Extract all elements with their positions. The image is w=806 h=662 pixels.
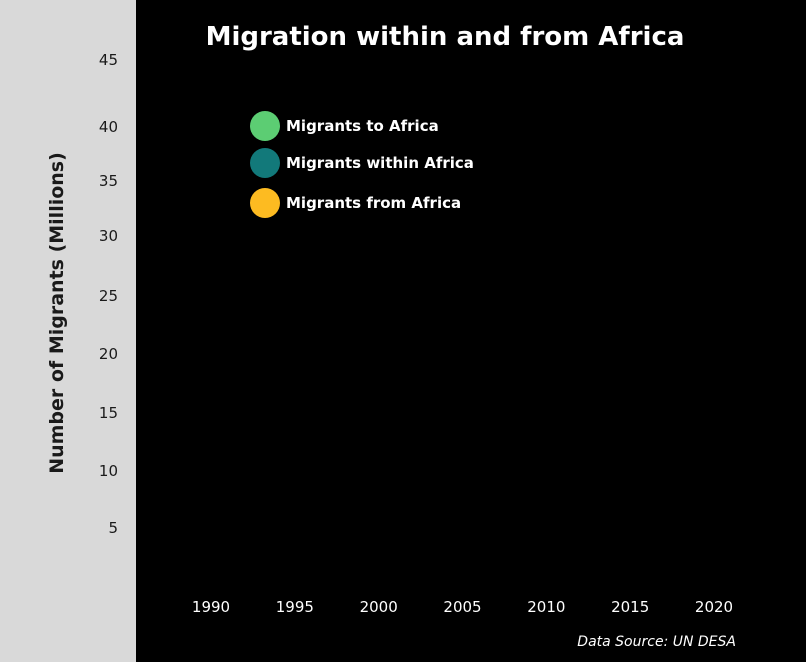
legend-swatch: [250, 188, 280, 218]
y-axis-label: Number of Migrants (Millions): [46, 152, 68, 474]
y-tick-label: 45: [98, 51, 118, 69]
y-tick-label: 10: [98, 462, 118, 480]
y-tick-label: 25: [98, 287, 118, 305]
x-tick-label: 1990: [191, 598, 231, 616]
legend-label: Migrants from Africa: [286, 194, 462, 212]
y-tick-label: 20: [98, 345, 118, 363]
plot-area: [136, 0, 806, 662]
y-tick-label: 15: [98, 404, 118, 422]
y-tick-label: 30: [98, 227, 118, 245]
legend-swatch: [250, 148, 280, 178]
y-tick-label: 40: [98, 118, 118, 136]
y-tick-label: 5: [108, 519, 118, 537]
x-tick-label: 2020: [694, 598, 734, 616]
x-tick-label: 2005: [443, 598, 482, 616]
legend-label: Migrants within Africa: [286, 154, 474, 172]
x-tick-label: 1995: [275, 598, 314, 616]
legend-label: Migrants to Africa: [286, 117, 439, 135]
chart-title: Migration within and from Africa: [205, 22, 685, 52]
axis-panel: [0, 0, 136, 662]
data-source: Data Source: UN DESA: [577, 634, 736, 650]
x-tick-label: 2015: [611, 598, 650, 616]
x-tick-label: 2010: [527, 598, 566, 616]
y-tick-label: 35: [98, 172, 118, 190]
x-tick-label: 2000: [359, 598, 398, 616]
legend-swatch: [250, 111, 280, 141]
